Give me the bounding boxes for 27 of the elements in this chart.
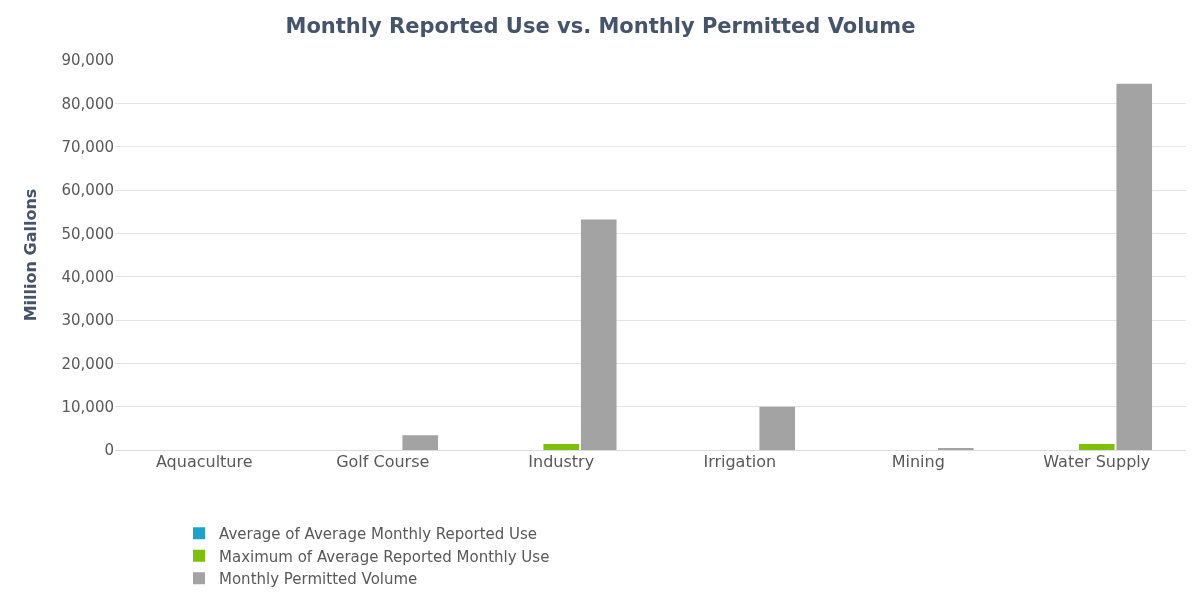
x-tick-label: Water Supply (1043, 452, 1151, 471)
y-tick-label: 60,000 (61, 181, 114, 200)
y-tick-label: 10,000 (61, 397, 114, 416)
x-tick-label: Mining (891, 452, 945, 471)
bar (580, 219, 617, 450)
x-tick-label: Industry (528, 452, 595, 471)
bar (1116, 83, 1153, 450)
y-tick-label: 20,000 (61, 354, 114, 373)
bar (543, 443, 580, 450)
x-tick-label: Golf Course (336, 452, 430, 471)
legend-label: Maximum of Average Reported Monthly Use (219, 547, 550, 566)
x-tick-label: Aquaculture (155, 452, 253, 471)
bar (402, 435, 439, 450)
y-tick-label: 70,000 (61, 137, 114, 156)
legend-label: Monthly Permitted Volume (219, 570, 418, 589)
y-tick-label: 80,000 (61, 94, 114, 113)
y-tick-label: 40,000 (61, 267, 114, 286)
x-tick-label: Irrigation (703, 452, 777, 471)
chart-title: Monthly Reported Use vs. Monthly Permitted Volume (285, 13, 916, 38)
y-tick-label: 90,000 (61, 51, 114, 70)
y-axis-title: Million Gallons (21, 188, 41, 322)
y-tick-label: 0 (104, 441, 114, 460)
bar (759, 406, 796, 450)
y-tick-label: 30,000 (61, 311, 114, 330)
legend-label: Average of Average Monthly Reported Use (219, 525, 538, 544)
bar (1078, 443, 1115, 450)
y-tick-label: 50,000 (61, 224, 114, 243)
